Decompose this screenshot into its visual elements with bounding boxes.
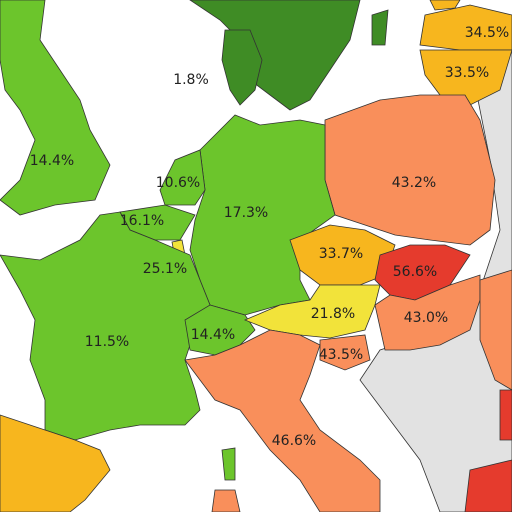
region-island (371, 9, 389, 46)
region-label: 56.6% (393, 264, 437, 280)
region-poland (324, 94, 496, 246)
region-france (0, 211, 211, 441)
region-label: 33.7% (319, 246, 363, 262)
region-label: 43.2% (392, 175, 436, 191)
region-label: 43.5% (319, 347, 363, 363)
region-romania (479, 269, 512, 391)
region-balkan (464, 459, 512, 512)
region-label: 10.6% (156, 175, 200, 191)
region-label: 17.3% (224, 205, 268, 221)
region-label: 16.1% (120, 213, 164, 229)
region-uk (0, 0, 111, 216)
region-slovenia (319, 334, 371, 371)
region-label: 14.4% (30, 153, 74, 169)
labels: 1.8% 34.5% 33.5% 14.4% 43.2% 10.6% 17.3% 16.1% 3… (30, 25, 509, 449)
region-label: 14.4% (191, 327, 235, 343)
region-denmark (221, 29, 263, 106)
region-latvia (419, 4, 512, 51)
region-label: 43.0% (404, 310, 448, 326)
region-label: 1.8% (173, 72, 209, 88)
region-label: 33.5% (445, 65, 489, 81)
region-corsica (221, 447, 236, 481)
region-switzerland (184, 304, 256, 356)
region-italy (184, 329, 381, 512)
region-spain (0, 414, 111, 512)
region-label: 21.8% (311, 306, 355, 322)
region-sardinia (211, 489, 241, 512)
region-label: 46.6% (272, 433, 316, 449)
region-label: 34.5% (465, 25, 509, 41)
region-balkan-2 (499, 389, 512, 441)
region-label: 25.1% (143, 261, 187, 277)
region-estonia (429, 0, 461, 11)
region-label: 11.5% (85, 334, 129, 350)
